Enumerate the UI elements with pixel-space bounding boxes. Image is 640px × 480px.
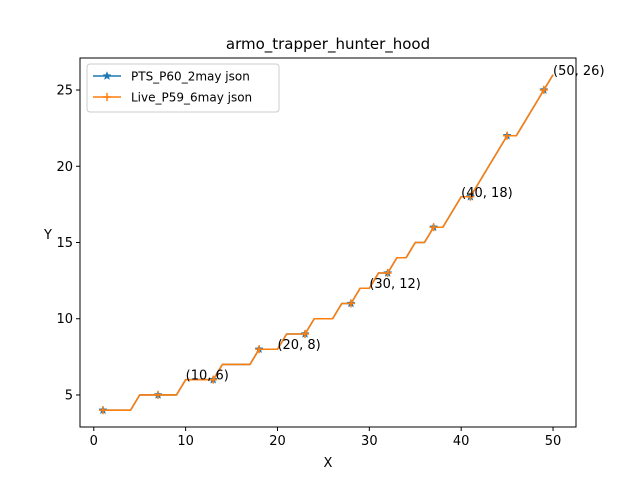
legend-box (86, 63, 280, 113)
chart-title: armo_trapper_hunter_hood (226, 35, 430, 54)
point-annotation: (10, 6) (186, 369, 229, 384)
x-tick-label: 50 (545, 434, 562, 449)
data-point (383, 268, 392, 277)
legend-item: Live_P59_6may json (93, 91, 252, 105)
point-annotation: (20, 8) (277, 338, 320, 353)
data-point (466, 192, 475, 201)
point-annotation: (30, 12) (369, 277, 421, 292)
legend-marker (102, 71, 112, 80)
data-point (154, 390, 163, 399)
x-tick-label: 0 (90, 434, 98, 449)
legend-label: PTS_P60_2may json (131, 70, 250, 84)
point-annotation: (40, 18) (461, 186, 513, 201)
y-tick-label: 25 (56, 84, 73, 99)
legend-marker (103, 93, 111, 101)
x-axis-label: X (324, 456, 333, 471)
legend-item: PTS_P60_2may json (93, 70, 250, 84)
data-point (209, 375, 218, 384)
x-axis: 0 10 20 30 40 50 (90, 427, 562, 449)
x-tick-label: 20 (269, 434, 286, 449)
y-axis-label: Y (43, 228, 52, 243)
data-point (503, 131, 512, 140)
series-2 (98, 74, 554, 415)
y-tick-label: 5 (65, 388, 73, 403)
legend-label: Live_P59_6may json (131, 91, 252, 105)
data-point (346, 299, 355, 308)
x-tick-label: 40 (453, 434, 470, 449)
data-point (539, 86, 548, 95)
x-tick-label: 10 (177, 434, 194, 449)
data-point (98, 406, 107, 415)
data-point (255, 345, 264, 354)
y-tick-label: 10 (56, 312, 73, 327)
point-annotation: (50, 26) (553, 64, 605, 79)
data-point (301, 329, 310, 338)
plot-area (98, 74, 554, 415)
annotations: (10, 6) (20, 8) (30, 12) (40, 18) (50, 26) (186, 64, 605, 384)
x-tick-label: 30 (361, 434, 378, 449)
y-tick-label: 20 (56, 160, 73, 175)
legend: PTS_P60_2may json Live_P59_6may json (86, 63, 280, 113)
data-point (429, 223, 438, 232)
series-line (102, 74, 554, 412)
y-axis: 5 10 15 20 25 (56, 84, 80, 403)
y-tick-label: 15 (56, 236, 73, 251)
